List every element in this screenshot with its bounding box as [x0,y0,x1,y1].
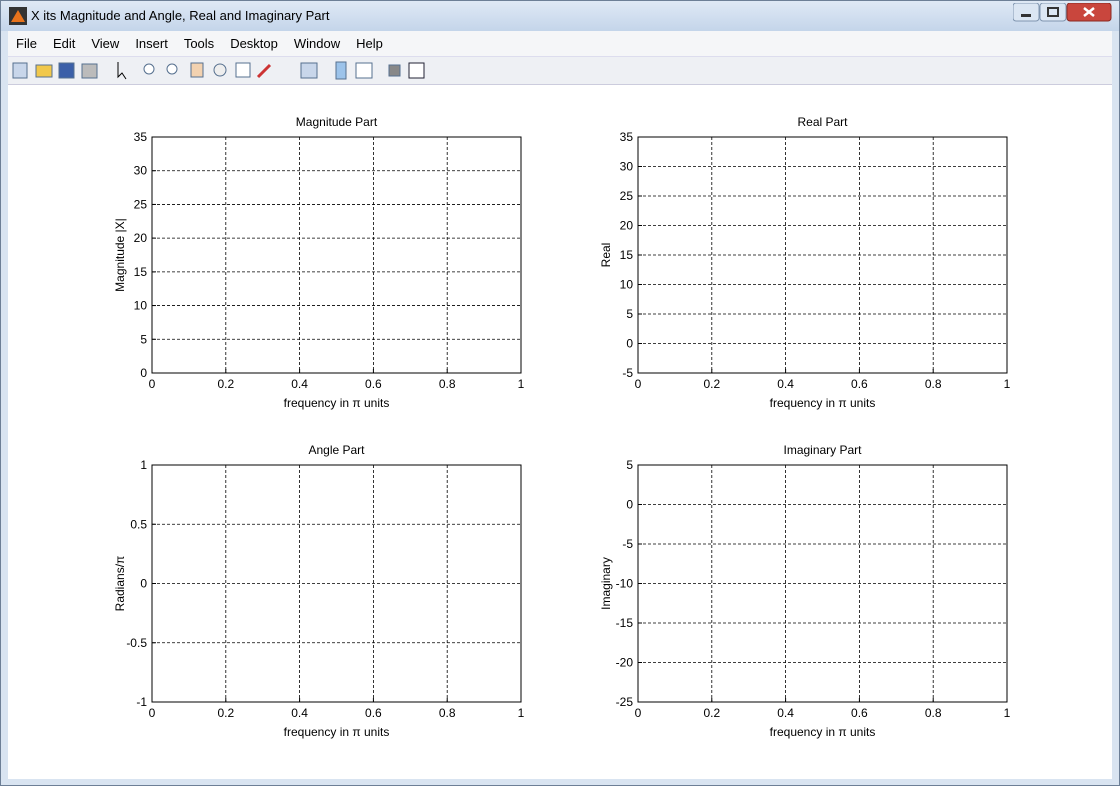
y-axis-label: Radians/π [113,556,127,612]
y-tick-label: 1 [140,458,147,472]
x-tick-label: 0.2 [703,706,720,720]
chart-title: Imaginary Part [783,443,862,457]
x-tick-label: 0.6 [365,377,382,391]
x-axis-label: frequency in π units [284,725,390,739]
window-title: X its Magnitude and Angle, Real and Imag… [31,8,330,23]
x-tick-label: 0 [635,377,642,391]
x-tick-label: 0.6 [365,706,382,720]
chart-title: Magnitude Part [296,115,378,129]
menu-item[interactable]: Help [356,36,383,51]
y-tick-label: 30 [620,160,634,174]
y-tick-label: -10 [616,577,634,591]
menu-item[interactable]: View [91,36,120,51]
y-tick-label: -15 [616,616,634,630]
y-tick-label: -5 [622,366,633,380]
y-tick-label: 0.5 [130,517,147,531]
title-bar: X its Magnitude and Angle, Real and Imag… [1,1,1119,31]
x-tick-label: 1 [1004,706,1011,720]
y-tick-label: 0 [626,498,633,512]
x-tick-label: 0.4 [291,377,308,391]
x-tick-label: 0.4 [777,706,794,720]
chart-title: Angle Part [308,443,365,457]
x-tick-label: 0.6 [851,706,868,720]
y-axis-label: Real [599,243,613,268]
axes-frame [151,136,522,374]
y-tick-label: 10 [620,278,634,292]
x-tick-label: 1 [518,706,525,720]
x-tick-label: 0.4 [291,706,308,720]
menu-item[interactable]: Desktop [230,36,278,51]
x-tick-label: 0 [635,706,642,720]
y-tick-label: 25 [620,189,634,203]
menu-item[interactable]: Window [293,36,341,51]
x-tick-label: 0 [149,706,156,720]
x-tick-label: 0 [149,377,156,391]
x-tick-label: 0.6 [851,377,868,391]
x-axis-label: frequency in π units [770,396,876,410]
x-tick-label: 0.2 [217,706,234,720]
y-tick-label: 35 [620,130,634,144]
y-tick-label: 15 [134,265,148,279]
menu-bar: File Edit View Insert Tools Desktop Window Help [8,31,1112,57]
axes-background [152,137,521,373]
axes-frame [151,464,522,703]
menu-item[interactable]: Tools [183,36,215,51]
x-tick-label: 1 [518,377,525,391]
y-tick-label: 30 [134,164,148,178]
axes-frame [637,464,1008,703]
y-tick-label: 0 [140,577,147,591]
app-icon [9,7,27,25]
y-axis-label: Imaginary [599,557,613,610]
y-tick-label: 5 [140,332,147,346]
toolbar [8,57,1112,85]
x-tick-label: 0.8 [439,377,456,391]
y-tick-label: -5 [622,537,633,551]
y-axis-label: Magnitude |X| [113,218,127,292]
menu-item[interactable]: Insert [135,36,168,51]
window-buttons[interactable] [1013,3,1113,23]
y-tick-label: 10 [134,299,148,313]
x-tick-label: 0.8 [925,377,942,391]
y-tick-label: -20 [616,656,634,670]
chart-title: Real Part [797,115,848,129]
y-tick-label: 20 [620,219,634,233]
y-tick-label: 35 [134,130,148,144]
y-tick-label: 25 [134,197,148,211]
figure-area: 0 0.2 0.4 0.6 0.8 1 0 5 10 15 20 25 30 35 Magnitude Pa… [8,85,1112,779]
y-tick-label: 15 [620,248,634,262]
axes-frame [637,136,1008,374]
x-axis-label: frequency in π units [770,725,876,739]
y-tick-label: -0.5 [126,636,147,650]
x-tick-label: 0.8 [439,706,456,720]
x-axis-label: frequency in π units [284,396,390,410]
y-tick-label: 20 [134,231,148,245]
y-tick-label: 5 [626,458,633,472]
toolbar-icons[interactable] [8,57,428,84]
menu-item[interactable]: File [16,36,37,51]
x-tick-label: 0.2 [703,377,720,391]
y-tick-label: 5 [626,307,633,321]
y-tick-label: 0 [626,337,633,351]
y-tick-label: -25 [616,695,634,709]
menu-item[interactable]: Edit [52,36,76,51]
y-tick-label: -1 [136,695,147,709]
x-tick-label: 0.4 [777,377,794,391]
x-tick-label: 0.2 [217,377,234,391]
x-tick-label: 0.8 [925,706,942,720]
x-tick-label: 1 [1004,377,1011,391]
y-tick-label: 0 [140,366,147,380]
